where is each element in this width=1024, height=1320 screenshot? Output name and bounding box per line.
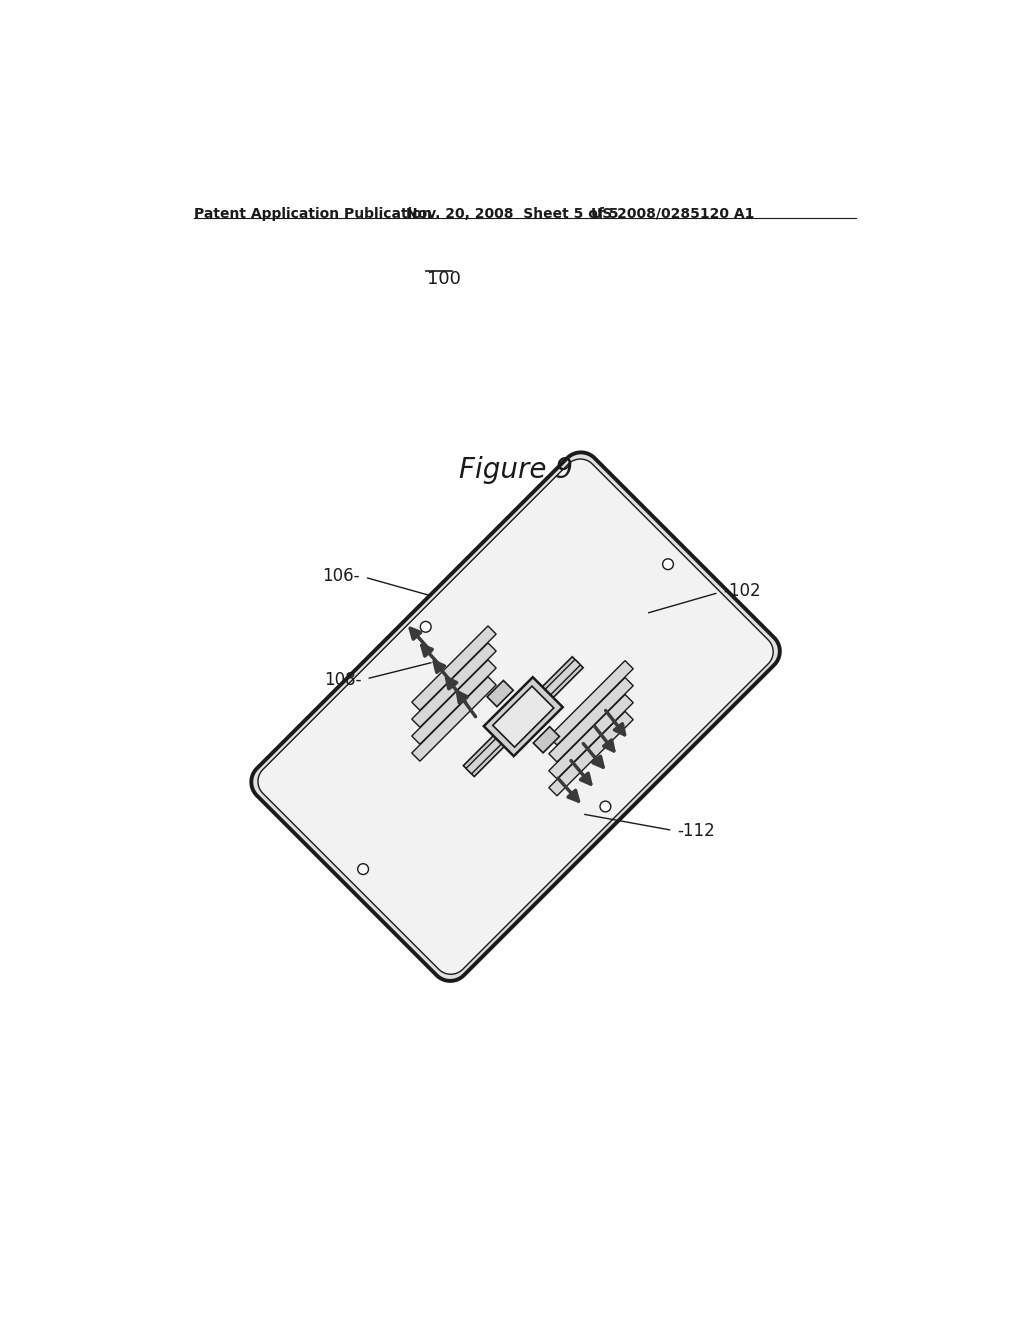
Polygon shape [412, 643, 497, 727]
Polygon shape [549, 660, 633, 744]
Polygon shape [466, 660, 581, 774]
Polygon shape [258, 459, 773, 974]
Polygon shape [251, 453, 780, 981]
Circle shape [357, 863, 369, 874]
Text: Nov. 20, 2008  Sheet 5 of 5: Nov. 20, 2008 Sheet 5 of 5 [407, 207, 618, 220]
Polygon shape [549, 711, 633, 796]
Circle shape [663, 558, 674, 570]
Text: -112: -112 [677, 822, 715, 841]
Polygon shape [487, 681, 513, 706]
Polygon shape [412, 677, 497, 762]
Text: Figure 9: Figure 9 [459, 457, 572, 484]
Text: US 2008/0285120 A1: US 2008/0285120 A1 [591, 207, 755, 220]
Text: -102: -102 [724, 582, 761, 601]
Polygon shape [493, 686, 554, 747]
Polygon shape [464, 657, 583, 776]
Circle shape [600, 801, 610, 812]
Polygon shape [549, 694, 633, 779]
Polygon shape [412, 626, 497, 710]
Text: 106-: 106- [323, 566, 360, 585]
Circle shape [420, 622, 431, 632]
Polygon shape [534, 727, 559, 752]
Text: 100: 100 [427, 271, 461, 288]
Polygon shape [549, 677, 633, 762]
Text: Patent Application Publication: Patent Application Publication [194, 207, 431, 220]
Polygon shape [483, 677, 563, 756]
Polygon shape [412, 660, 497, 744]
Text: 108-: 108- [324, 671, 361, 689]
